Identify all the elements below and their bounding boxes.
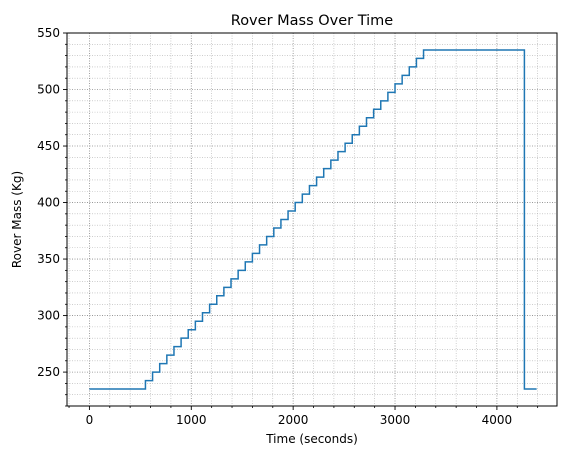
x-tick-label: 4000 [482,413,513,427]
x-axis-label: Time (seconds) [265,432,358,446]
y-tick-label: 350 [37,252,60,266]
x-tick-label: 2000 [278,413,309,427]
y-tick-label: 550 [37,26,60,40]
y-tick-label: 450 [37,139,60,153]
chart-title: Rover Mass Over Time [231,13,394,29]
x-tick-label: 3000 [380,413,411,427]
y-tick-label: 500 [37,83,60,97]
y-tick-label: 300 [37,309,60,323]
y-axis-label: Rover Mass (Kg) [10,171,24,268]
x-tick-label: 0 [86,413,94,427]
y-tick-label: 250 [37,365,60,379]
x-tick-label: 1000 [176,413,207,427]
y-tick-label: 400 [37,196,60,210]
